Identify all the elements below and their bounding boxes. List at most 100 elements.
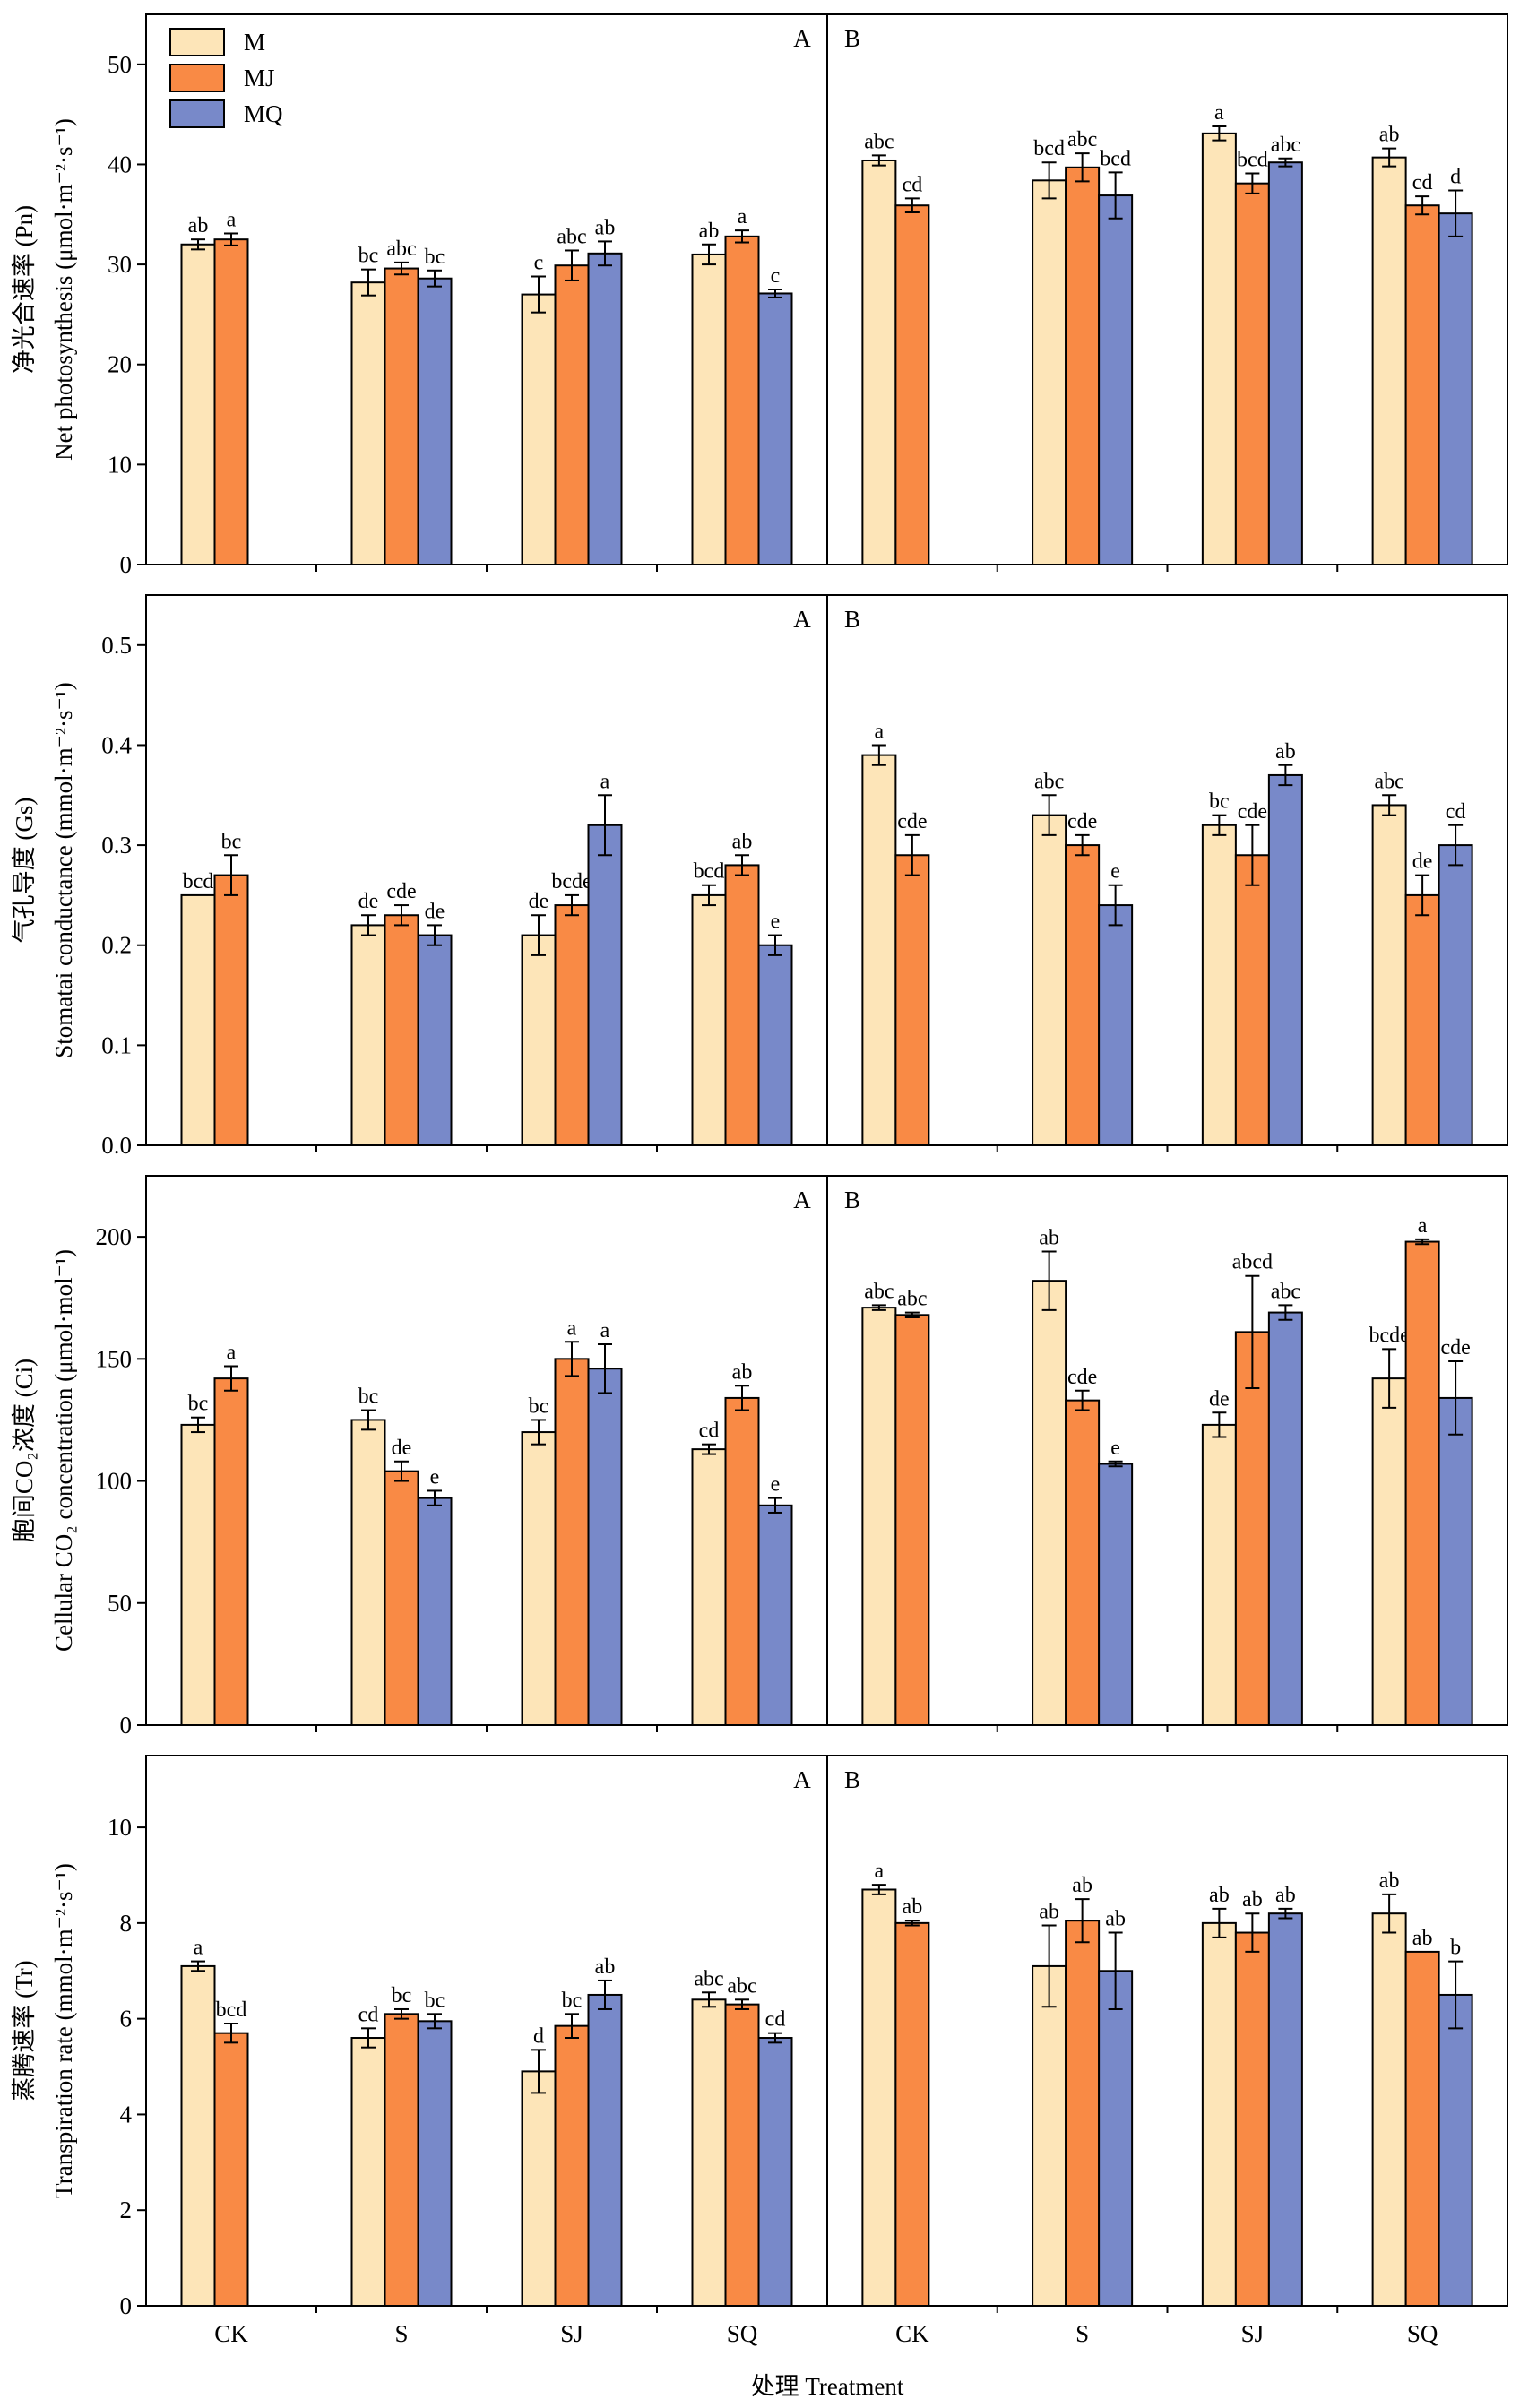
bar-MJ-CK-A <box>213 1377 249 1727</box>
y-tick-label: 10 <box>108 451 132 478</box>
panel-label-A: A <box>793 606 811 633</box>
significance-label: e <box>1110 1437 1120 1460</box>
significance-label: ab <box>732 830 753 853</box>
bar-M-SQ-A <box>691 253 727 565</box>
significance-label: cde <box>1067 810 1097 833</box>
bar-M-S-A <box>350 1419 386 1726</box>
bar-MQ-SJ-A <box>587 1368 623 1726</box>
y-tick-label: 10 <box>108 1814 132 1841</box>
bar-MJ-SJ-A <box>554 2024 590 2308</box>
bar-M-SJ-B <box>1201 132 1237 566</box>
bar-M-SJ-A <box>521 1431 557 1726</box>
significance-label: de <box>529 890 549 913</box>
chart-row-2: 0.0 0.1 0.2 0.3 0.4 0.5 气孔导度 (Gs) Stomatai cond… <box>11 594 1508 1159</box>
significance-label: abc <box>1034 770 1064 793</box>
bar-M-CK-A <box>180 1964 216 2307</box>
bar-MQ-SQ-B <box>1438 1396 1473 1726</box>
y-tick-label: 0.3 <box>101 832 132 859</box>
significance-label: ab <box>1242 1888 1263 1912</box>
legend-swatch-M <box>169 28 225 56</box>
bar-M-SJ-B <box>1201 1423 1237 1726</box>
y-tick-label: 0.4 <box>101 731 132 758</box>
significance-label: ab <box>1072 1874 1092 1897</box>
bar-MJ-SQ-B <box>1404 1240 1440 1727</box>
significance-label: abc <box>694 1967 723 1990</box>
y-tick-label: 200 <box>96 1223 133 1250</box>
y-axis-title-en: Stomatai conductance (mmol·m⁻²·s⁻¹) <box>50 682 77 1058</box>
significance-label: abc <box>864 130 894 153</box>
panel-label-A: A <box>793 1187 811 1213</box>
significance-label: ab <box>1379 1869 1400 1893</box>
panel-label-A: A <box>793 1766 811 1793</box>
significance-label: bc <box>221 830 242 853</box>
bar-MQ-SQ-A <box>757 944 793 1147</box>
y-tick-label: 20 <box>108 351 132 378</box>
y-axis-title-en: Transpiration rate (mmol·m⁻²·s⁻¹) <box>50 1863 77 2198</box>
significance-label: bc <box>562 1989 583 2012</box>
bar-MQ-SJ-A <box>587 252 623 565</box>
bar-MQ-SQ-B <box>1438 1993 1473 2308</box>
bar-MJ-S-B <box>1065 844 1101 1146</box>
significance-label: e <box>771 1473 781 1497</box>
bar-MJ-CK-A <box>213 238 249 565</box>
significance-label: e <box>1110 860 1120 884</box>
significance-label: e <box>430 1465 440 1489</box>
bar-MQ-S-A <box>417 277 453 565</box>
bar-MQ-SQ-A <box>757 1504 793 1727</box>
legend: M MJ MQ <box>169 28 283 128</box>
chart-row-4: 0 2 4 6 8 10 蒸腾速率 (Tr) Transpiration rate (mmol… <box>11 1755 1508 2347</box>
bar-MJ-CK-B <box>894 1314 930 1726</box>
bar-MQ-S-B <box>1098 1970 1134 2308</box>
y-axis-title-en: Net photosynthesis (μmol·m⁻²·s⁻¹) <box>50 118 77 461</box>
bar-M-S-B <box>1032 1280 1067 1726</box>
bar-MJ-SQ-B <box>1404 204 1440 565</box>
x-tick-label-SJ: SJ <box>1241 2320 1265 2347</box>
significance-label: ab <box>1039 1901 1059 1924</box>
bar-MJ-SJ-A <box>554 264 590 565</box>
y-tick-label: 8 <box>120 1910 133 1937</box>
significance-label: ab <box>902 1895 923 1919</box>
chart-row-3: 0 50 100 150 200 胞间CO₂浓度 (Ci) Cellular CO₂ con… <box>11 1175 1508 1739</box>
bar-MQ-S-A <box>417 2020 453 2308</box>
bar-M-CK-A <box>180 243 216 565</box>
bar-M-CK-B <box>861 1888 897 2307</box>
significance-label: a <box>738 205 747 229</box>
y-tick-label: 0.5 <box>101 632 132 659</box>
bar-MJ-SQ-A <box>724 864 760 1146</box>
significance-label: ab <box>595 1955 616 1979</box>
bar-MJ-CK-B <box>894 1921 930 2308</box>
bar-M-SQ-A <box>691 893 727 1147</box>
significance-label: c <box>771 264 781 288</box>
bar-MJ-SJ-A <box>554 1358 590 1727</box>
y-tick-label: 0.1 <box>101 1031 132 1058</box>
bar-M-S-A <box>350 281 386 565</box>
bar-MJ-CK-A <box>213 2032 249 2308</box>
y-axis-title-cn: 胞间CO₂浓度 (Ci) <box>11 1359 38 1542</box>
x-tick-label-SQ: SQ <box>727 2320 758 2347</box>
bar-M-S-A <box>350 2037 386 2308</box>
significance-label: ab <box>188 214 209 237</box>
legend-label-MJ: MJ <box>244 65 275 91</box>
legend-swatch-MQ <box>169 99 225 128</box>
bar-MJ-SQ-A <box>724 1396 760 1726</box>
bar-M-SQ-B <box>1371 1912 1407 2308</box>
y-tick-label: 150 <box>96 1345 133 1372</box>
bar-MJ-SJ-B <box>1234 1331 1270 1727</box>
bar-M-SJ-B <box>1201 824 1237 1146</box>
bar-MJ-S-A <box>384 2013 419 2307</box>
legend-label-MQ: MQ <box>244 100 283 127</box>
y-axis-title-cn: 气孔导度 (Gs) <box>11 798 38 944</box>
significance-label: bcd <box>183 870 214 893</box>
bar-M-SQ-A <box>691 1448 727 1727</box>
bar-MJ-SJ-B <box>1234 182 1270 565</box>
significance-label: de <box>392 1437 412 1460</box>
significance-label: ab <box>1275 740 1296 764</box>
bar-M-CK-B <box>861 159 897 565</box>
significance-label: a <box>194 1937 203 1960</box>
bar-MQ-SJ-B <box>1267 773 1303 1146</box>
significance-label: bcde <box>1369 1324 1409 1347</box>
bar-MQ-SQ-B <box>1438 212 1473 565</box>
bar-M-SJ-B <box>1201 1921 1237 2308</box>
bar-MJ-S-B <box>1065 1399 1101 1727</box>
